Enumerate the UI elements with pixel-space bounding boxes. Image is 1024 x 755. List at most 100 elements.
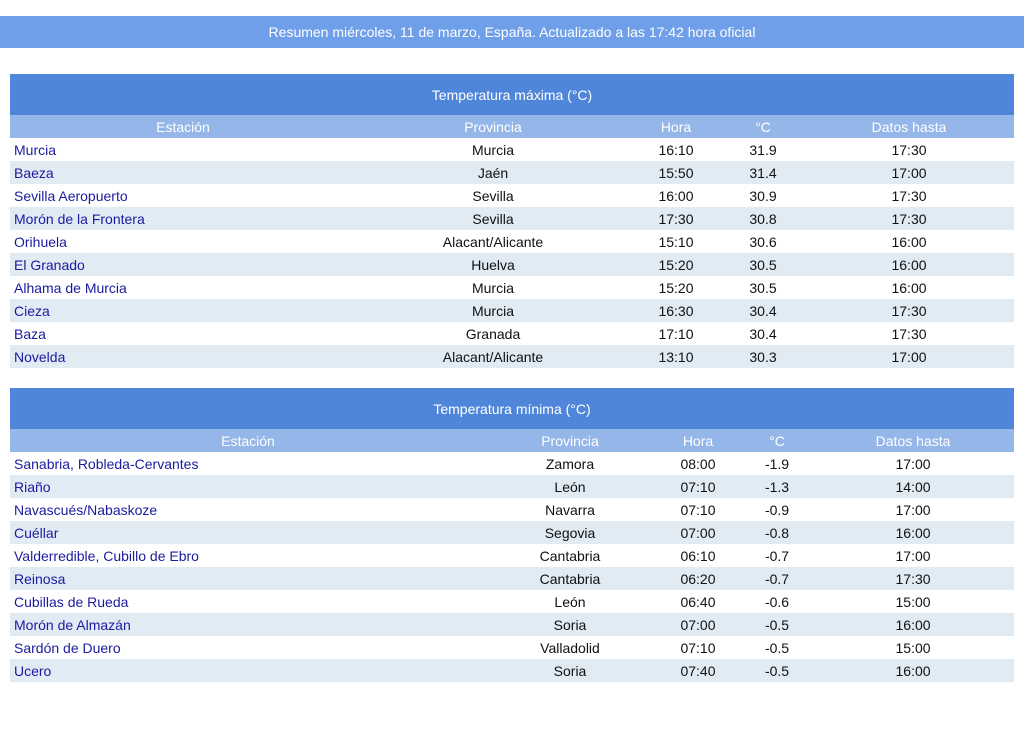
table-row: Reinosa Cantabria 06:20 -0.7 17:30 bbox=[10, 567, 1015, 590]
time-cell: 15:50 bbox=[630, 161, 722, 184]
time-cell: 07:00 bbox=[654, 613, 742, 636]
table-row: Cuéllar Segovia 07:00 -0.8 16:00 bbox=[10, 521, 1015, 544]
time-cell: 07:40 bbox=[654, 659, 742, 682]
temperature-cell: 30.4 bbox=[749, 325, 777, 342]
temperature-cell: -0.5 bbox=[764, 639, 790, 656]
table-row: Cubillas de Rueda León 06:40 -0.6 15:00 bbox=[10, 590, 1014, 613]
table-row: Sardón de Duero Valladolid 07:10 -0.5 15:00 bbox=[10, 636, 1014, 659]
station-link[interactable]: Baeza bbox=[10, 161, 356, 184]
time-cell: 07:00 bbox=[654, 521, 742, 544]
station-link[interactable]: Baza bbox=[14, 325, 46, 342]
temperature-cell: 31.4 bbox=[722, 161, 804, 184]
province-cell: Valladolid bbox=[540, 639, 600, 656]
table-row: Ucero Soria 07:40 -0.5 16:00 bbox=[10, 659, 1015, 682]
data-until-cell: 16:00 bbox=[891, 233, 927, 250]
max-temperature-table: Temperatura máxima (°C) Estación Provinc… bbox=[10, 74, 1015, 368]
table-row: Cieza Murcia 16:30 30.4 17:30 bbox=[10, 299, 1015, 322]
data-until-cell: 17:00 bbox=[895, 455, 931, 472]
province-cell: Alacant/Alicante bbox=[442, 233, 544, 250]
time-cell: 06:40 bbox=[680, 593, 716, 610]
province-cell: Alacant/Alicante bbox=[356, 345, 630, 368]
time-cell: 06:10 bbox=[680, 547, 716, 564]
station-link[interactable]: Novelda bbox=[10, 345, 356, 368]
table-row: Murcia Murcia 16:10 31.9 17:30 bbox=[10, 138, 1014, 161]
data-until-cell: 14:00 bbox=[812, 475, 1015, 498]
table-row: El Granado Huelva 15:20 30.5 16:00 bbox=[10, 253, 1015, 276]
station-link[interactable]: Sevilla Aeropuerto bbox=[14, 187, 128, 204]
province-cell: Cantabria bbox=[539, 547, 601, 564]
station-link[interactable]: Murcia bbox=[14, 141, 57, 158]
station-link[interactable]: El Granado bbox=[10, 253, 356, 276]
column-header-data-until: Datos hasta bbox=[804, 115, 1015, 138]
table-row: Sevilla Aeropuerto Sevilla 16:00 30.9 17:30 bbox=[10, 184, 1014, 207]
province-cell: León bbox=[554, 593, 586, 610]
station-link[interactable]: Valderredible, Cubillo de Ebro bbox=[14, 547, 199, 564]
station-link[interactable]: Morón de la Frontera bbox=[10, 207, 356, 230]
data-until-cell: 17:30 bbox=[891, 325, 927, 342]
time-cell: 13:10 bbox=[630, 345, 722, 368]
table-row: Alhama de Murcia Murcia 15:20 30.5 16:00 bbox=[10, 276, 1014, 299]
column-header-time: Hora bbox=[654, 429, 742, 452]
table-row: Valderredible, Cubillo de Ebro Cantabria 0… bbox=[10, 544, 1014, 567]
time-cell: 07:10 bbox=[680, 639, 716, 656]
temperature-cell: -1.9 bbox=[764, 455, 790, 472]
station-link[interactable]: Sardón de Duero bbox=[14, 639, 121, 656]
province-cell: Murcia bbox=[471, 141, 514, 158]
province-cell: Jaén bbox=[356, 161, 630, 184]
station-link[interactable]: Riaño bbox=[10, 475, 486, 498]
time-cell: 16:30 bbox=[630, 299, 722, 322]
station-link[interactable]: Ucero bbox=[10, 659, 486, 682]
data-until-cell: 15:00 bbox=[895, 639, 931, 656]
table-row: Sanabria, Robleda-Cervantes Zamora 08:00 -1… bbox=[10, 452, 1014, 475]
time-cell: 17:10 bbox=[658, 325, 694, 342]
province-cell: Murcia bbox=[356, 299, 630, 322]
summary-banner: Resumen miércoles, 11 de marzo, España. … bbox=[0, 16, 1024, 48]
data-until-cell: 17:30 bbox=[891, 141, 927, 158]
province-cell: Sevilla bbox=[356, 207, 630, 230]
station-link[interactable]: Reinosa bbox=[10, 567, 486, 590]
data-until-cell: 15:00 bbox=[895, 593, 931, 610]
column-header-temperature: °C bbox=[742, 429, 812, 452]
station-link[interactable]: Cieza bbox=[10, 299, 356, 322]
temperature-cell: -1.3 bbox=[742, 475, 812, 498]
temperature-cell: -0.6 bbox=[764, 593, 790, 610]
time-cell: 16:10 bbox=[658, 141, 694, 158]
province-cell: Huelva bbox=[356, 253, 630, 276]
table-title: Temperatura mínima (°C) bbox=[10, 388, 1015, 429]
station-link[interactable]: Cubillas de Rueda bbox=[14, 593, 129, 610]
time-cell: 08:00 bbox=[680, 455, 716, 472]
table-row: Novelda Alacant/Alicante 13:10 30.3 17:00 bbox=[10, 345, 1015, 368]
table-title: Temperatura máxima (°C) bbox=[10, 74, 1015, 115]
temperature-cell: -0.7 bbox=[742, 567, 812, 590]
temperature-cell: -0.5 bbox=[742, 659, 812, 682]
column-header-data-until: Datos hasta bbox=[812, 429, 1015, 452]
column-header-station: Estación bbox=[10, 115, 356, 138]
station-link[interactable]: Cuéllar bbox=[10, 521, 486, 544]
data-until-cell: 16:00 bbox=[812, 659, 1015, 682]
temperature-cell: 30.4 bbox=[722, 299, 804, 322]
station-link[interactable]: Sanabria, Robleda-Cervantes bbox=[14, 455, 199, 472]
data-until-cell: 17:00 bbox=[895, 501, 931, 518]
temperature-cell: -0.8 bbox=[742, 521, 812, 544]
temperature-cell: 30.3 bbox=[722, 345, 804, 368]
data-until-cell: 16:00 bbox=[891, 279, 927, 296]
province-cell: Navarra bbox=[545, 501, 595, 518]
temperature-cell: -0.9 bbox=[764, 501, 790, 518]
province-cell: Zamora bbox=[545, 455, 595, 472]
column-header-station: Estación bbox=[10, 429, 486, 452]
table-row: Morón de la Frontera Sevilla 17:30 30.8 17:3… bbox=[10, 207, 1015, 230]
temperature-cell: -0.7 bbox=[764, 547, 790, 564]
min-temperature-table: Temperatura mínima (°C) Estación Provinc… bbox=[10, 388, 1015, 682]
station-link[interactable]: Orihuela bbox=[14, 233, 67, 250]
time-cell: 07:10 bbox=[680, 501, 716, 518]
station-link[interactable]: Alhama de Murcia bbox=[14, 279, 127, 296]
table-row: Baeza Jaén 15:50 31.4 17:00 bbox=[10, 161, 1015, 184]
station-link[interactable]: Morón de Almazán bbox=[10, 613, 486, 636]
data-until-cell: 17:00 bbox=[895, 547, 931, 564]
station-link[interactable]: Navascués/Nabaskoze bbox=[14, 501, 158, 518]
column-header-province: Provincia bbox=[486, 429, 654, 452]
province-cell: Cantabria bbox=[486, 567, 654, 590]
temperature-cell: 30.9 bbox=[749, 187, 777, 204]
time-cell: 15:20 bbox=[630, 253, 722, 276]
data-until-cell: 16:00 bbox=[804, 253, 1015, 276]
